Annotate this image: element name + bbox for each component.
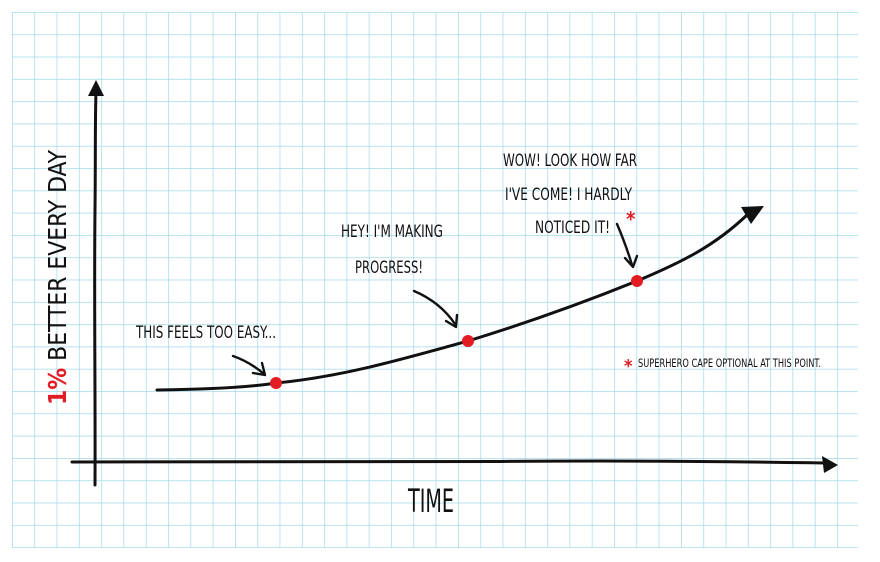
annotation-easy: THIS FEELS TOO EASY... bbox=[135, 323, 276, 343]
footnote-mark: * bbox=[624, 356, 633, 377]
arrow-right-icon bbox=[822, 456, 838, 473]
annotation-progress-line2: PROGRESS! bbox=[355, 258, 423, 278]
milestone-point-progress bbox=[462, 335, 474, 347]
pointer-far bbox=[615, 222, 639, 269]
milestone-point-far bbox=[631, 275, 643, 287]
footnote-text: SUPERHERO CAPE OPTIONAL AT THIS POINT. bbox=[638, 356, 821, 370]
x-axis-label: TIME bbox=[407, 482, 454, 520]
arrow-head-icon bbox=[741, 206, 764, 224]
arrow-up-icon bbox=[88, 80, 104, 96]
pointer-progress bbox=[412, 289, 459, 329]
annotation-progress-line1: HEY! I'M MAKING bbox=[341, 222, 443, 242]
annotation-far-line3: NOTICED IT! bbox=[535, 218, 610, 238]
y-axis-label: 1% BETTER EVERY DAY bbox=[43, 150, 72, 405]
x-axis-line bbox=[70, 459, 826, 465]
pointer-easy bbox=[231, 354, 267, 377]
asterisk-mark: * bbox=[626, 207, 636, 231]
y-axis-label-rest: BETTER EVERY DAY bbox=[43, 150, 72, 368]
annotation-far-line1: WOW! LOOK HOW FAR bbox=[503, 151, 637, 171]
y-axis-label-prefix: 1% bbox=[43, 368, 72, 405]
y-axis-line bbox=[93, 90, 98, 487]
annotation-far-line2: I'VE COME! I HARDLY bbox=[505, 185, 633, 205]
milestone-point-easy bbox=[270, 377, 282, 389]
graph-paper-grid bbox=[12, 12, 858, 548]
